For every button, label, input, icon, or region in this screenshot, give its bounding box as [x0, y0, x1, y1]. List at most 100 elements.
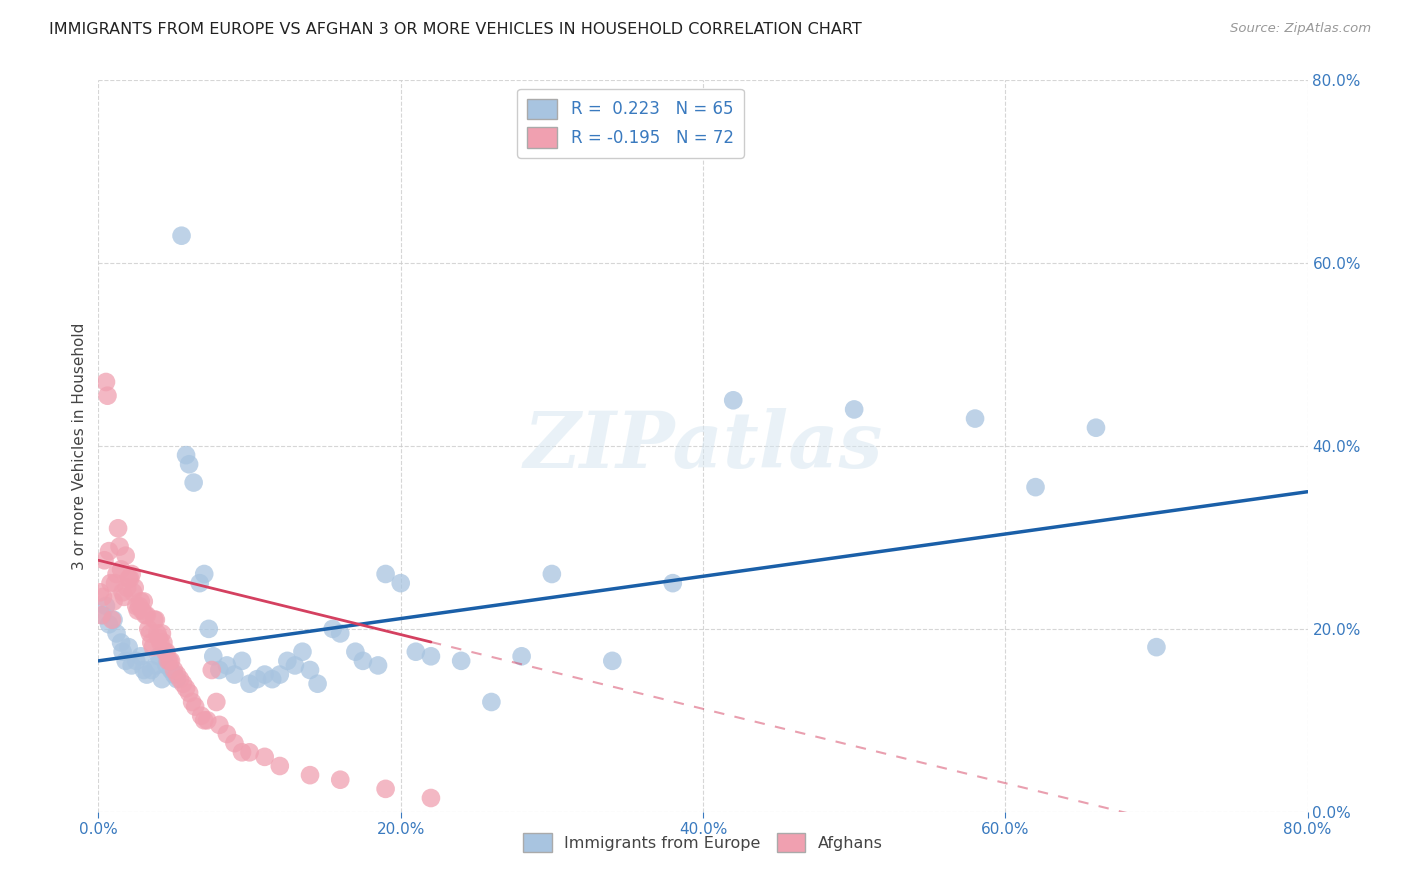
Point [202, 649, 225, 664]
Point [307, 676, 329, 690]
Point [160, 654, 183, 668]
Point [239, 676, 262, 690]
Point [160, 663, 183, 677]
Point [1144, 640, 1167, 655]
Point [91, 590, 114, 604]
Point [132, 594, 155, 608]
Point [481, 695, 503, 709]
Point [367, 658, 389, 673]
Text: IMMIGRANTS FROM EUROPE VS AFGHAN 3 OR MORE VEHICLES IN HOUSEHOLD CORRELATION CHA: IMMIGRANTS FROM EUROPE VS AFGHAN 3 OR MO… [49, 22, 862, 37]
Point [163, 663, 186, 677]
Text: ZIPatlas: ZIPatlas [523, 408, 883, 484]
Point [111, 645, 134, 659]
Point [269, 759, 291, 773]
Point [105, 567, 128, 582]
Point [145, 613, 167, 627]
Point [374, 567, 396, 582]
Point [153, 645, 176, 659]
Point [114, 549, 136, 563]
Point [195, 714, 218, 728]
Point [129, 594, 152, 608]
Point [322, 622, 344, 636]
Point [156, 654, 179, 668]
Point [112, 590, 135, 604]
Point [132, 663, 155, 677]
Point [540, 567, 562, 582]
Point [215, 658, 238, 673]
Point [420, 791, 443, 805]
Point [103, 613, 125, 627]
Point [141, 663, 163, 677]
Point [166, 667, 188, 681]
Point [93, 553, 115, 567]
Point [141, 635, 163, 649]
Point [100, 576, 122, 591]
Point [193, 567, 215, 582]
Point [510, 649, 533, 664]
Point [146, 626, 169, 640]
Point [149, 635, 172, 649]
Point [155, 658, 177, 673]
Point [128, 599, 150, 613]
Point [94, 599, 117, 613]
Point [183, 475, 205, 490]
Point [231, 654, 253, 668]
Point [231, 745, 253, 759]
Point [299, 768, 322, 782]
Point [181, 695, 204, 709]
Y-axis label: 3 or more Vehicles in Household: 3 or more Vehicles in Household [72, 322, 87, 570]
Point [139, 626, 162, 640]
Point [150, 672, 173, 686]
Point [1085, 421, 1108, 435]
Point [104, 576, 127, 591]
Point [108, 540, 131, 554]
Point [143, 613, 166, 627]
Point [159, 654, 181, 668]
Point [127, 603, 149, 617]
Point [169, 672, 191, 686]
Point [344, 645, 367, 659]
Point [120, 572, 142, 586]
Point [134, 608, 156, 623]
Point [145, 658, 167, 673]
Point [284, 658, 307, 673]
Point [110, 562, 132, 576]
Point [148, 649, 170, 664]
Point [179, 686, 201, 700]
Point [125, 654, 148, 668]
Point [420, 649, 443, 664]
Point [208, 718, 231, 732]
Point [965, 411, 987, 425]
Point [122, 585, 145, 599]
Point [107, 521, 129, 535]
Point [374, 781, 396, 796]
Point [172, 676, 194, 690]
Point [661, 576, 683, 591]
Point [208, 663, 231, 677]
Point [150, 626, 173, 640]
Point [135, 667, 157, 681]
Point [129, 649, 152, 664]
Point [98, 617, 121, 632]
Point [1024, 480, 1046, 494]
Point [148, 631, 170, 645]
Point [89, 585, 111, 599]
Point [98, 544, 121, 558]
Point [197, 622, 219, 636]
Point [170, 228, 193, 243]
Point [94, 375, 117, 389]
Point [844, 402, 866, 417]
Point [389, 576, 412, 591]
Point [115, 581, 138, 595]
Point [188, 576, 211, 591]
Point [118, 572, 141, 586]
Point [224, 736, 246, 750]
Point [184, 699, 207, 714]
Point [602, 654, 624, 668]
Point [253, 749, 276, 764]
Point [299, 663, 322, 677]
Point [352, 654, 374, 668]
Point [121, 567, 143, 582]
Point [125, 599, 148, 613]
Point [152, 635, 174, 649]
